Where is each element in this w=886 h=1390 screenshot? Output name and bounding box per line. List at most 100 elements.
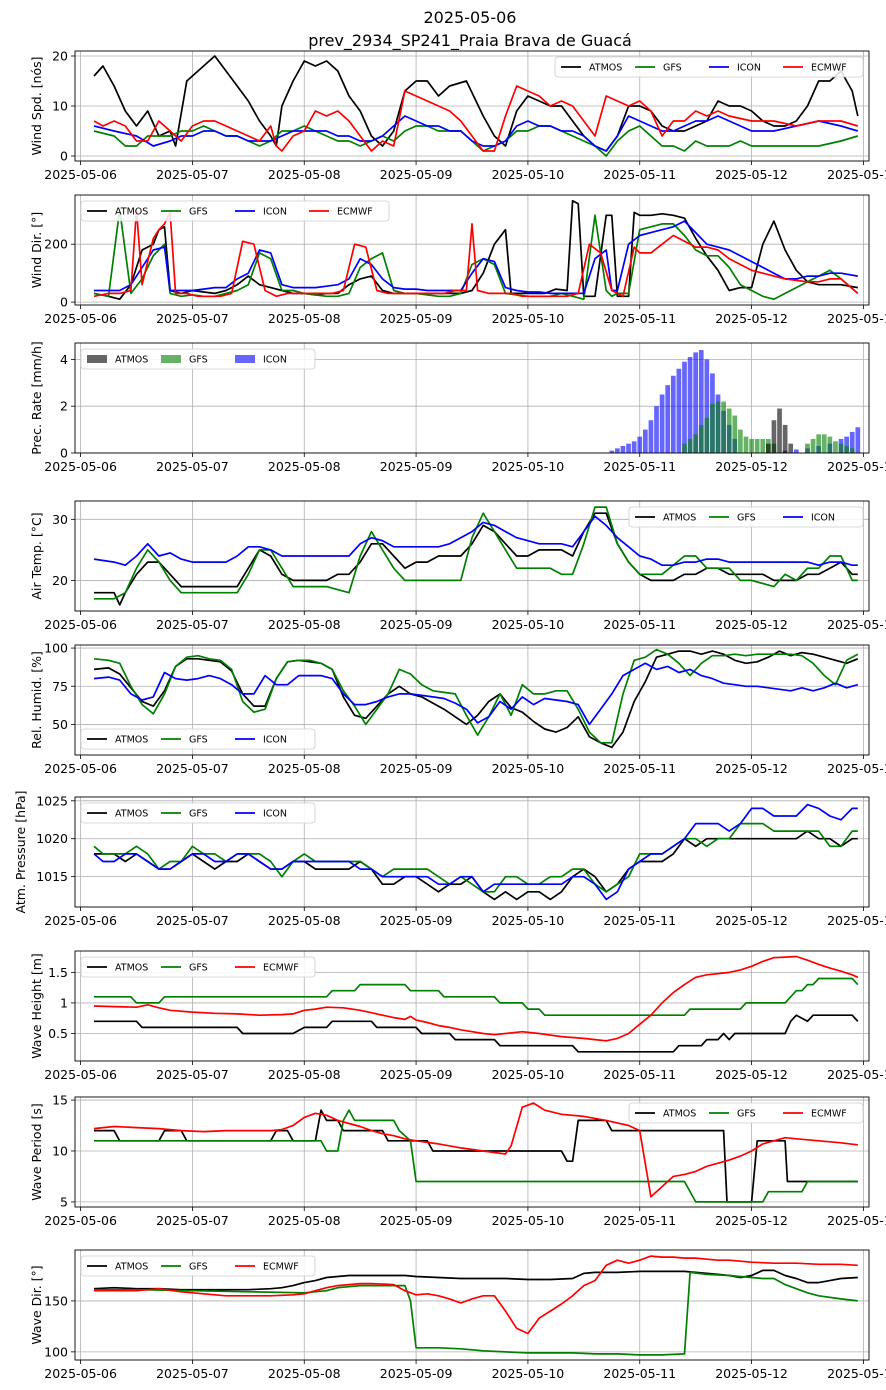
chart-panel-4: 2025-05-06 2025-05-07 2025-05-08 2025-05-09…: [29, 500, 886, 632]
line-icon: [93, 662, 859, 726]
x-tick-label: 2025-05-09: [380, 167, 453, 182]
axes-frame: [74, 950, 870, 1062]
y-tick-label: 1015: [36, 869, 68, 884]
line-icon: [93, 515, 858, 567]
line-gfs: [93, 648, 859, 744]
x-tick-label: 2025-05-10: [492, 311, 565, 326]
chart-panel-1: 2025-05-06 2025-05-07 2025-05-08 2025-05-09…: [29, 49, 886, 183]
bar-gfs: [726, 408, 732, 453]
x-tick-label: 2025-05-08: [268, 167, 341, 182]
y-axis-label: Wind Dir. [°]: [29, 212, 44, 288]
series-gfs: [93, 648, 859, 744]
legend-label-icon: ICON: [811, 513, 835, 524]
x-tick-label: 2025-05-07: [156, 1067, 229, 1082]
line-icon: [93, 115, 859, 152]
x-tick-label: 2025-05-12: [715, 311, 788, 326]
legend-label-atmos: ATMOS: [115, 207, 148, 218]
bar-icon: [620, 445, 626, 453]
line-ecmwf: [93, 1102, 858, 1198]
bar-icon: [670, 375, 676, 453]
axes-frame: [74, 1249, 870, 1361]
legend-label-icon: ICON: [263, 735, 287, 746]
x-tick-label: 2025-05-08: [268, 1067, 341, 1082]
x-tick-label: 2025-05-06: [44, 761, 117, 776]
y-tick-label: 20: [52, 573, 68, 588]
line-gfs: [93, 822, 858, 893]
chart-panel-9: 2025-05-06 2025-05-07 2025-05-08 2025-05-09…: [29, 1249, 886, 1381]
x-tick-label: 2025-05-06: [44, 913, 117, 928]
legend-label-gfs: GFS: [189, 355, 208, 366]
bar-gfs: [704, 417, 710, 453]
bar-atmos: [777, 408, 782, 453]
y-axis-label: Atm. Pressure [hPa]: [13, 790, 28, 913]
legend-label-atmos: ATMOS: [115, 809, 148, 820]
legend: ATMOS GFS ICON: [628, 506, 864, 528]
y-axis-label: Rel. Humid. [%]: [29, 651, 44, 749]
bar-gfs: [710, 403, 715, 453]
bar-gfs: [687, 438, 693, 453]
series-atmos: [94, 1109, 858, 1203]
legend: ATMOS GFS ICON: [80, 728, 316, 750]
line-atmos: [93, 55, 859, 152]
line-gfs: [93, 208, 859, 301]
bar-icon: [648, 420, 654, 453]
y-axis: 50 75 100: [44, 641, 75, 732]
y-axis-label: Wave Period [s]: [29, 1103, 44, 1201]
x-tick-label: 2025-05-06: [44, 1213, 117, 1228]
x-axis: 2025-05-06 2025-05-07 2025-05-08 2025-05-09…: [44, 907, 886, 928]
legend-box: [628, 506, 864, 528]
x-tick-label: 2025-05-12: [715, 617, 788, 632]
x-tick-label: 2025-05-07: [156, 617, 229, 632]
x-tick-label: 2025-05-07: [156, 761, 229, 776]
series-atmos: [94, 512, 858, 606]
line-atmos: [94, 1014, 859, 1053]
line-atmos: [94, 512, 858, 606]
plot-area: [93, 1255, 858, 1356]
line-gfs: [94, 1109, 858, 1203]
legend-label-ecmwf: ECMWF: [263, 1262, 299, 1273]
legend: ATMOS GFS ECMWF: [80, 1255, 316, 1277]
x-tick-label: 2025-05-09: [380, 1366, 453, 1381]
y-axis-label: Wave Height [m]: [29, 953, 44, 1059]
x-tick-label: 2025-05-07: [156, 1213, 229, 1228]
bar-icon: [654, 406, 659, 453]
x-tick-label: 2025-05-08: [268, 1213, 341, 1228]
bar-icon: [844, 436, 849, 453]
bar-gfs: [715, 401, 721, 453]
bar-gfs: [754, 438, 760, 453]
x-tick-label: 2025-05-10: [492, 1366, 565, 1381]
line-atmos: [94, 1109, 858, 1203]
series-icon: [93, 662, 859, 726]
x-tick-label: 2025-05-13: [827, 913, 886, 928]
x-tick-label: 2025-05-13: [827, 1213, 886, 1228]
legend: ATMOS GFS ECMWF: [80, 956, 316, 978]
y-axis: 0.5 1 1.5: [48, 965, 75, 1041]
legend-label-gfs: GFS: [737, 1109, 756, 1120]
line-atmos: [93, 1269, 858, 1291]
bar-gfs: [827, 436, 833, 453]
axes-frame: [74, 342, 870, 454]
x-tick-label: 2025-05-10: [492, 459, 565, 474]
series-gfs: [94, 1109, 858, 1203]
bar-icon: [665, 385, 671, 453]
x-tick-label: 2025-05-10: [492, 1067, 565, 1082]
series-ecmwf: [93, 955, 859, 1042]
legend-label-atmos: ATMOS: [663, 513, 696, 524]
legend-label-gfs: GFS: [737, 513, 756, 524]
bar-gfs: [833, 441, 838, 453]
x-tick-label: 2025-05-06: [44, 459, 117, 474]
x-tick-label: 2025-05-13: [827, 167, 886, 182]
x-tick-label: 2025-05-11: [603, 1366, 676, 1381]
bar-icon: [659, 394, 665, 453]
y-tick-label: 0: [60, 446, 68, 461]
chart-panel-7: 2025-05-06 2025-05-07 2025-05-08 2025-05-09…: [29, 950, 886, 1082]
bar-gfs: [849, 448, 855, 453]
x-tick-label: 2025-05-07: [156, 1366, 229, 1381]
series-gfs: [94, 977, 859, 1017]
x-axis: 2025-05-06 2025-05-07 2025-05-08 2025-05-09…: [44, 1061, 886, 1082]
x-axis: 2025-05-06 2025-05-07 2025-05-08 2025-05-09…: [44, 611, 886, 632]
chart-panel-8: 2025-05-06 2025-05-07 2025-05-08 2025-05-09…: [29, 1093, 886, 1228]
axes-frame: [74, 194, 870, 306]
series-gfs: [93, 208, 859, 301]
